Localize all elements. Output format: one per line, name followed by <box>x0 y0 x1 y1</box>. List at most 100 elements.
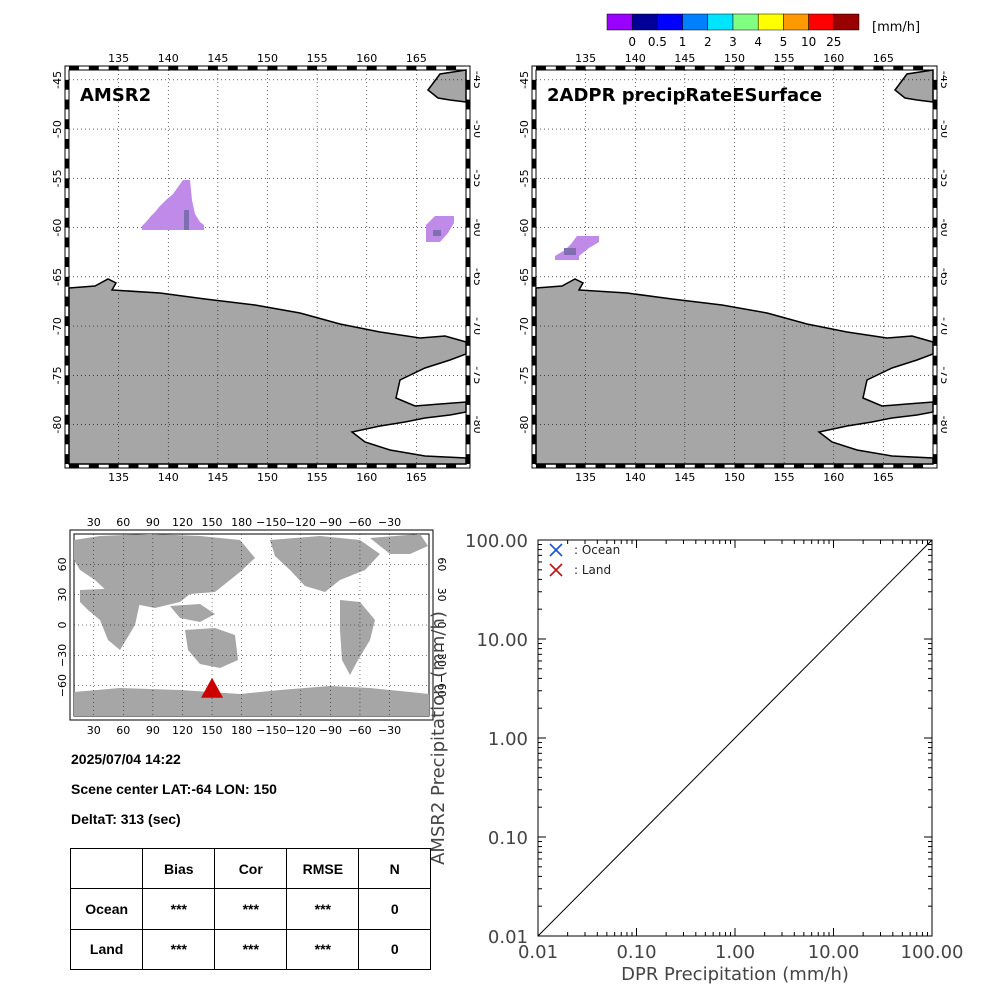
lon-tick-label: 30 <box>87 516 101 529</box>
lon-tick-label: 165 <box>406 52 427 65</box>
border-tick <box>466 395 470 405</box>
border-tick <box>933 178 937 189</box>
border-tick <box>754 66 765 70</box>
lon-tick-label: 90 <box>146 724 160 737</box>
colorbar-tick-label: 0.5 <box>648 35 667 49</box>
border-tick <box>366 464 377 468</box>
n-cell: 0 <box>358 928 431 971</box>
legend-marker-x <box>549 563 563 577</box>
border-tick <box>774 464 785 468</box>
x-tick-label: 0.10 <box>616 942 656 963</box>
border-tick <box>446 464 457 468</box>
border-tick <box>69 464 79 468</box>
x-tick-label: 1.00 <box>715 942 755 963</box>
colorbar: 0 0.5 1 2 3 4 5 10 25 [mm/h] <box>606 13 920 49</box>
lat-tick-label: -80 <box>51 416 64 434</box>
lat-tick-label: -60 <box>938 219 947 237</box>
lon-tick-label: 140 <box>625 471 646 484</box>
lat-tick-label: 0 <box>56 622 69 629</box>
border-tick <box>714 464 725 468</box>
y-tick-label: 0.10 <box>488 828 528 849</box>
border-tick <box>933 237 937 248</box>
x-tick-label: 10.00 <box>808 942 860 963</box>
border-tick <box>536 464 546 468</box>
lat-tick-label: -55 <box>471 169 480 187</box>
lon-tick-label: 135 <box>108 471 129 484</box>
border-tick <box>532 276 536 287</box>
colorbar-tick-label: 3 <box>729 35 737 49</box>
colorbar-swatch <box>682 13 709 31</box>
bias-cell: *** <box>142 888 216 930</box>
border-tick <box>466 454 470 464</box>
border-tick <box>536 66 546 70</box>
border-tick <box>148 66 159 70</box>
lat-tick-label: −60 <box>56 674 69 697</box>
border-tick <box>65 296 69 307</box>
table-row: Land *** *** *** 0 <box>69 928 431 971</box>
lat-tick-label: -50 <box>51 120 64 138</box>
colorbar-swatch <box>783 13 809 31</box>
border-tick <box>532 296 536 307</box>
lon-tick-label: −90 <box>319 516 342 529</box>
lon-tick-label: −150 <box>256 516 286 529</box>
border-tick <box>893 464 904 468</box>
lon-tick-label: 165 <box>406 471 427 484</box>
border-tick <box>207 66 218 70</box>
border-tick <box>913 464 924 468</box>
lat-tick-label: -70 <box>938 317 947 335</box>
border-tick <box>674 66 685 70</box>
border-tick <box>406 66 417 70</box>
lat-tick-label: -60 <box>518 219 531 237</box>
border-tick <box>674 464 685 468</box>
border-tick <box>386 464 397 468</box>
row-label: Ocean <box>69 888 144 930</box>
border-tick <box>933 158 937 169</box>
lat-tick-label: -45 <box>471 71 480 89</box>
border-tick <box>65 434 69 445</box>
y-tick-label: 100.00 <box>465 531 528 552</box>
lon-tick-label: −60 <box>348 724 371 737</box>
border-tick <box>426 66 437 70</box>
border-tick <box>188 464 199 468</box>
table-header-row: Bias Cor RMSE N <box>69 847 431 890</box>
x-axis-ticks: 0.01 0.10 1.00 10.00 100.00 <box>518 540 963 963</box>
border-tick <box>532 395 536 405</box>
colorbar-swatch <box>732 13 759 31</box>
lon-tick-label: 155 <box>307 471 328 484</box>
border-tick <box>774 66 785 70</box>
map-grid <box>532 66 937 468</box>
map-title: AMSR2 <box>80 85 151 106</box>
border-tick <box>466 414 470 425</box>
border-tick <box>635 464 646 468</box>
border-tick <box>933 198 937 208</box>
border-tick <box>933 217 937 228</box>
one-to-one-line <box>537 539 933 937</box>
border-tick <box>933 395 937 405</box>
border-tick <box>65 375 69 386</box>
lon-tick-label: 180 <box>231 724 252 737</box>
table-header-cell: Cor <box>214 847 288 890</box>
lat-tick-label: -70 <box>51 317 64 335</box>
map-grid <box>65 66 470 468</box>
border-tick <box>65 217 69 228</box>
lat-tick-label: -50 <box>471 120 480 138</box>
lon-tick-label: 140 <box>625 52 646 65</box>
colorbar-tick-label: 10 <box>801 35 816 49</box>
border-tick <box>65 237 69 248</box>
border-tick <box>108 66 119 70</box>
lon-tick-label: 150 <box>724 471 745 484</box>
antarctica-land <box>535 69 934 465</box>
lon-tick-label: 140 <box>158 52 179 65</box>
border-tick <box>386 66 397 70</box>
border-tick <box>466 217 470 228</box>
border-tick <box>933 276 937 287</box>
border-tick <box>615 66 626 70</box>
lat-tick-label: -70 <box>471 317 480 335</box>
table-row: Ocean *** *** *** 0 <box>69 888 431 930</box>
border-tick <box>655 464 666 468</box>
lat-tick-label: -55 <box>51 169 64 187</box>
map-amsr2: AMSR2 1351351401401451451501501551551601… <box>51 52 480 484</box>
border-tick <box>88 464 99 468</box>
table-header-cell: RMSE <box>286 847 360 890</box>
border-tick <box>247 66 258 70</box>
